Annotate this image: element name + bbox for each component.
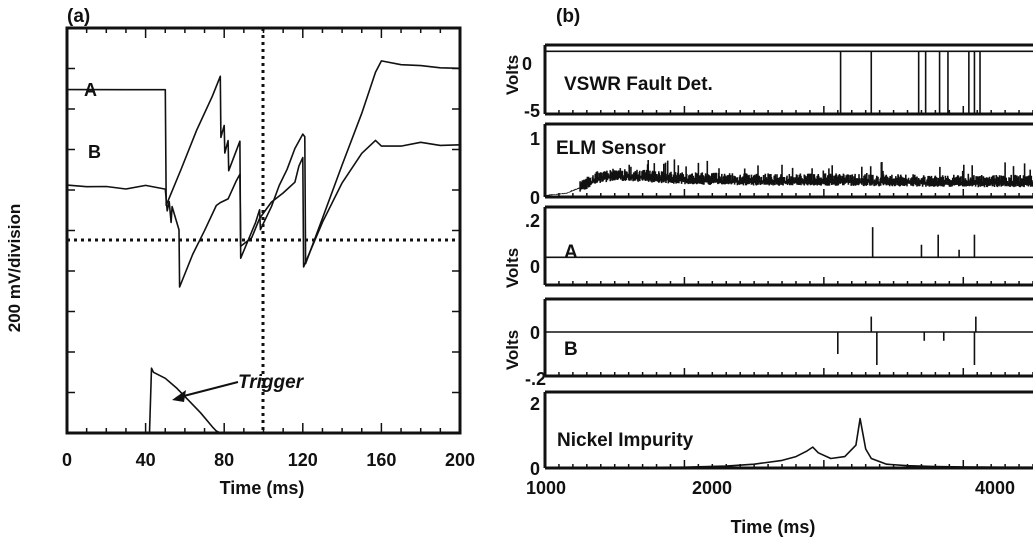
elm-title: ELM Sensor [556, 138, 666, 159]
panel-a-ylabel: 200 mV/division [5, 204, 24, 333]
trace-b-label: B [88, 142, 101, 162]
trace-trigger [148, 367, 221, 434]
b-xtick-2000: 2000 [692, 478, 732, 498]
nickel-ytick-0: 0 [530, 459, 540, 479]
sub-b-ytick-minus02: -.2 [525, 369, 546, 389]
b-xtick-1000: 1000 [526, 478, 566, 498]
sub-b-title: B [564, 339, 578, 360]
panel-b-xlabel: Time (ms) [731, 517, 816, 537]
elm-ytick-0: 0 [530, 188, 540, 208]
a-xtick-label: 120 [288, 450, 318, 470]
a-xtick-label: 200 [445, 450, 475, 470]
vswr-ylabel: Volts [503, 55, 522, 95]
elm-ytick-1: 1 [530, 129, 540, 149]
panel-a-label: (a) [67, 6, 90, 27]
a-xtick-label: 0 [62, 450, 72, 470]
b-xtick-4000: 4000 [975, 478, 1015, 498]
vswr-ytick-0: 0 [522, 54, 532, 74]
panel-b-traces [544, 50, 1033, 469]
trigger-arrow [175, 381, 239, 399]
sub-a-ytick-02: .2 [525, 211, 540, 231]
trigger-arrowhead [172, 390, 186, 402]
sub-b-ylabel: Volts [503, 330, 522, 370]
sub-b-ytick-0: 0 [530, 323, 540, 343]
nickel-ytick-2: 2 [530, 394, 540, 414]
a-xtick-label: 160 [366, 450, 396, 470]
nickel-title: Nickel Impurity [557, 430, 694, 451]
panel-a-xlabel: Time (ms) [220, 478, 305, 498]
vswr-ytick-minus5: -5 [524, 101, 540, 121]
panel-b: (b) 0 -5 1 0 .2 0 0 -.2 2 0 Volts Volts [503, 6, 1033, 537]
a-xtick-label: 40 [136, 450, 156, 470]
trigger-annotation: Trigger [238, 372, 305, 393]
sub-a-ylabel: Volts [503, 248, 522, 288]
trace-a-label: A [84, 80, 97, 100]
vswr-title: VSWR Fault Det. [564, 74, 713, 95]
trace-b [66, 139, 461, 288]
panel-b-ticks [544, 106, 1033, 468]
nickel-trace [545, 417, 1033, 469]
sub-a-ytick-0: 0 [530, 257, 540, 277]
panel-a-xtick-labels: 0 40 80 120 160 200 [62, 450, 475, 470]
trace-a [66, 60, 461, 265]
panel-b-label: (b) [556, 6, 580, 27]
elm-trace [544, 159, 1033, 196]
sub-a-title: A [564, 242, 578, 263]
a-xtick-label: 80 [214, 450, 234, 470]
panel-a: (a) 200 mV/division 0 40 80 120 160 200 Time … [5, 6, 475, 498]
